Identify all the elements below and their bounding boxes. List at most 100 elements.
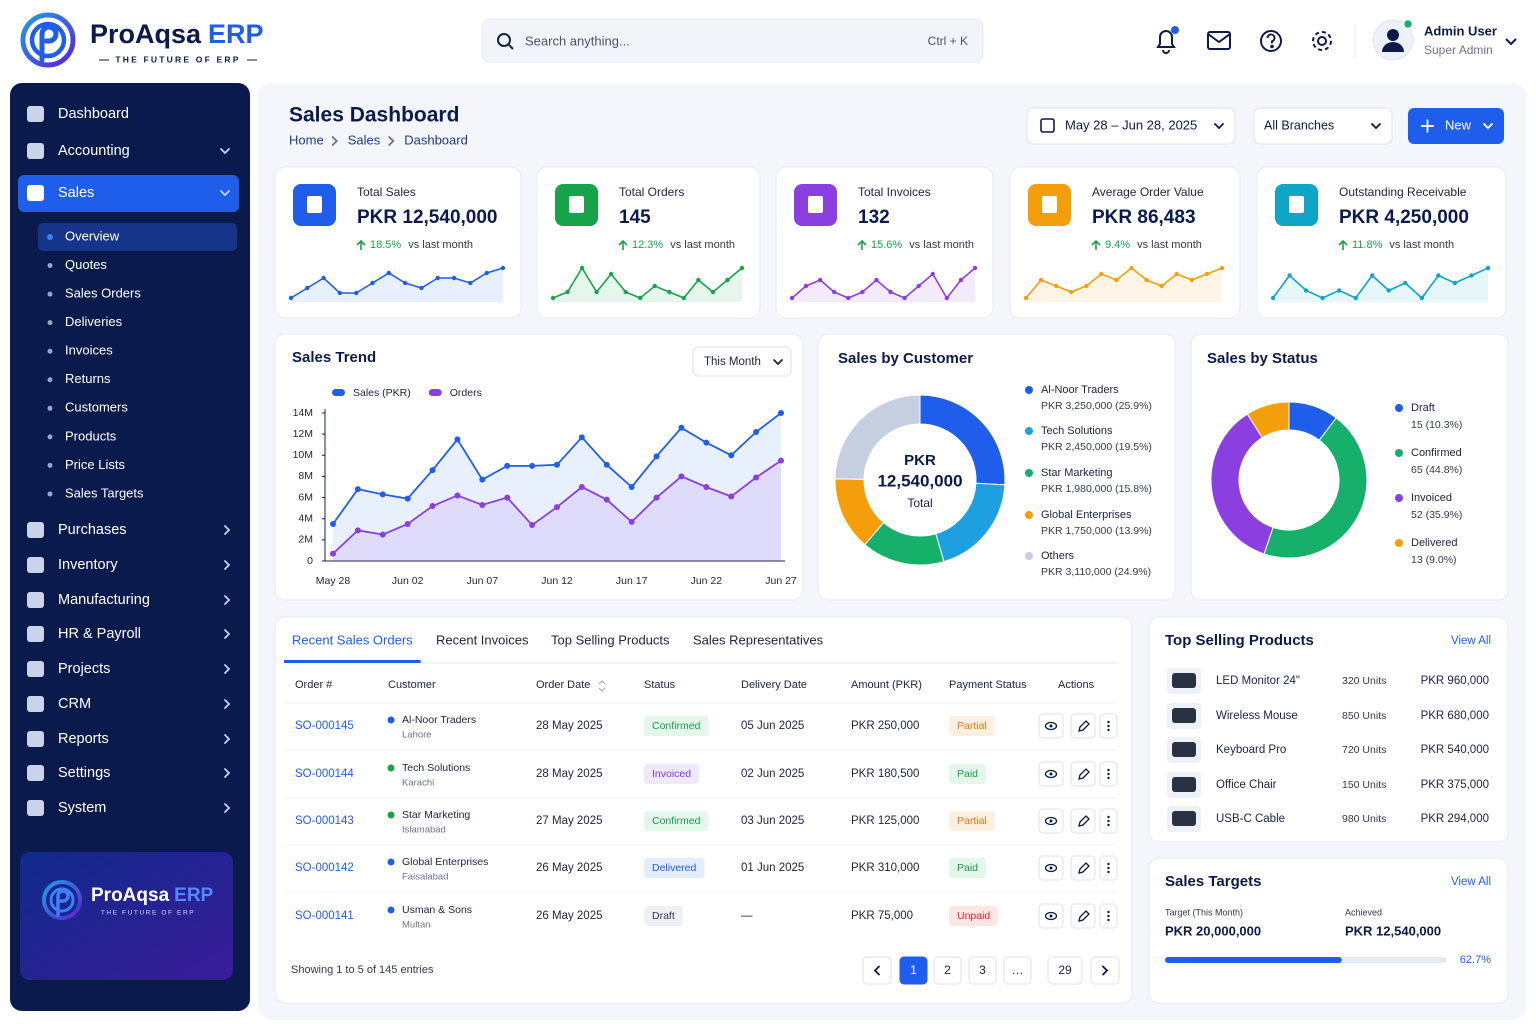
subnav-item[interactable]: Quotes <box>65 257 107 272</box>
nav-item[interactable]: Dashboard <box>58 106 129 122</box>
nav-item[interactable]: Settings <box>58 765 110 781</box>
tab[interactable]: Sales Representatives <box>693 632 824 647</box>
user-menu-chevron[interactable] <box>1505 38 1517 46</box>
series-point <box>454 492 461 499</box>
kpi-icon-glyph <box>1042 196 1057 213</box>
page-label: 2 <box>944 963 951 977</box>
page-button[interactable] <box>933 956 962 985</box>
search-placeholder[interactable]: Search anything... <box>525 33 630 48</box>
nav-chevron <box>224 595 231 605</box>
sidebar <box>10 83 250 1011</box>
nav-item[interactable]: Sales <box>58 185 94 201</box>
settings-icon[interactable] <box>1312 31 1332 51</box>
date-range-button[interactable] <box>1026 107 1236 145</box>
order-number[interactable]: SO-000141 <box>295 910 354 922</box>
subnav-item[interactable]: Sales Orders <box>65 286 141 301</box>
badge-label: Draft <box>652 910 675 922</box>
product-image-shape <box>1172 811 1196 826</box>
subnav-item[interactable]: Products <box>65 428 117 443</box>
subnav-item[interactable]: Price Lists <box>65 457 125 472</box>
page-next[interactable] <box>1090 956 1120 985</box>
order-number[interactable]: SO-000144 <box>295 768 354 780</box>
view-icon <box>1049 772 1053 776</box>
tab[interactable]: Top Selling Products <box>551 632 670 647</box>
page-button[interactable] <box>968 956 997 985</box>
more-icon <box>1107 819 1110 823</box>
kpi-value: 145 <box>619 207 651 228</box>
dropdown-chevron <box>1371 123 1381 130</box>
nav-item[interactable]: CRM <box>58 696 91 712</box>
kpi-up-arrow <box>618 239 628 250</box>
branch-button[interactable] <box>1253 107 1393 145</box>
plus-icon <box>1421 119 1434 133</box>
breadcrumb-item[interactable]: Home <box>289 132 324 147</box>
customer-city: Multan <box>402 920 431 931</box>
subnav-item[interactable]: Overview <box>65 228 120 243</box>
sparkline-point <box>1129 265 1134 271</box>
x-tick-label: Jun 17 <box>616 575 648 587</box>
nav-item[interactable]: Manufacturing <box>58 592 150 608</box>
legend-value: PKR 2,450,000 (19.5%) <box>1041 441 1152 453</box>
series-area <box>333 413 781 561</box>
nav-item[interactable]: System <box>58 800 106 816</box>
notification-icon[interactable] <box>1156 26 1179 54</box>
order-number[interactable]: SO-000143 <box>295 815 354 827</box>
help-icon[interactable] <box>1260 30 1282 52</box>
action-button[interactable] <box>1070 761 1096 787</box>
tab[interactable]: Recent Invoices <box>436 632 529 647</box>
product-name: Office Chair <box>1216 779 1277 791</box>
nav-item[interactable]: Inventory <box>58 557 118 573</box>
nav-item[interactable]: Purchases <box>58 522 127 538</box>
y-tick-label: 6M <box>298 491 313 503</box>
page-button[interactable] <box>1047 956 1083 985</box>
breadcrumb-item[interactable]: Sales <box>348 132 381 147</box>
nav-item[interactable]: Accounting <box>58 143 130 159</box>
action-button[interactable] <box>1070 855 1096 881</box>
legend-dot <box>1025 386 1033 394</box>
view-all-link[interactable]: View All <box>1451 635 1491 647</box>
dropdown-chevron <box>773 359 783 366</box>
top-products-card <box>1148 616 1509 843</box>
sparkline-point <box>451 275 457 281</box>
search-box[interactable] <box>481 18 984 63</box>
nav-item[interactable]: HR & Payroll <box>58 626 141 642</box>
avatar[interactable] <box>1372 18 1414 61</box>
sparkline <box>552 266 743 299</box>
nav-item[interactable]: Reports <box>58 731 109 747</box>
nav-chevron <box>224 629 231 639</box>
series-point <box>628 484 635 490</box>
subnav-item[interactable]: Returns <box>65 371 111 386</box>
action-button[interactable] <box>1070 808 1096 834</box>
kpi-compare: vs last month <box>670 239 735 251</box>
series-point <box>429 467 436 474</box>
sparkline-point <box>1114 277 1119 283</box>
sparkline-point <box>419 285 424 291</box>
action-button[interactable] <box>1070 713 1096 739</box>
sparkline-point <box>972 265 978 271</box>
subnav-item[interactable]: Sales Targets <box>65 485 144 500</box>
sparkline-point <box>958 277 964 283</box>
product-amount: PKR 294,000 <box>1421 813 1489 825</box>
subnav-item[interactable]: Deliveries <box>65 314 123 329</box>
period-dropdown[interactable] <box>692 346 792 377</box>
action-button[interactable] <box>1070 903 1096 929</box>
order-number[interactable]: SO-000145 <box>295 720 354 732</box>
page-button[interactable] <box>899 956 928 985</box>
page-button[interactable] <box>1003 956 1032 985</box>
badge <box>949 858 987 878</box>
subnav-item[interactable]: Customers <box>65 400 128 415</box>
new-button[interactable] <box>1408 108 1504 144</box>
nav-item[interactable]: Projects <box>58 661 110 677</box>
subnav-item[interactable]: Invoices <box>65 343 113 358</box>
subnav-dot <box>47 320 53 326</box>
view-all-link[interactable]: View All <box>1451 876 1491 888</box>
mail-icon[interactable] <box>1207 31 1231 50</box>
page-prev[interactable] <box>862 956 892 985</box>
order-number[interactable]: SO-000142 <box>295 862 354 874</box>
sparkline-point <box>484 270 489 276</box>
badge-label: Confirmed <box>652 720 701 732</box>
badge-label: Partial <box>957 815 987 827</box>
tab[interactable]: Recent Sales Orders <box>292 632 413 647</box>
more-icon <box>1107 768 1110 772</box>
